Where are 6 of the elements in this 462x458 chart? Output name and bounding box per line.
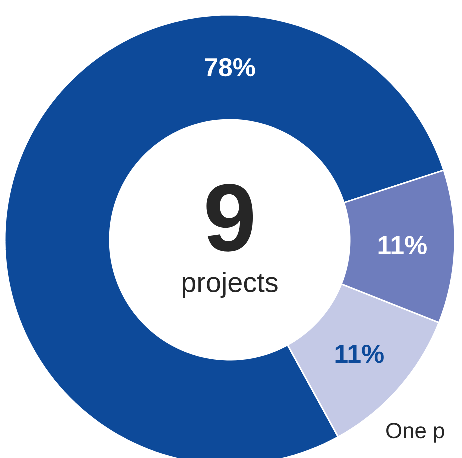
text: 9	[206, 184, 254, 252]
text: projects	[182, 272, 278, 298]
text: One p	[386, 423, 444, 443]
data-label: 11%	[378, 236, 427, 255]
data-label: 78%	[205, 58, 256, 77]
data-label: 11%	[336, 344, 384, 364]
